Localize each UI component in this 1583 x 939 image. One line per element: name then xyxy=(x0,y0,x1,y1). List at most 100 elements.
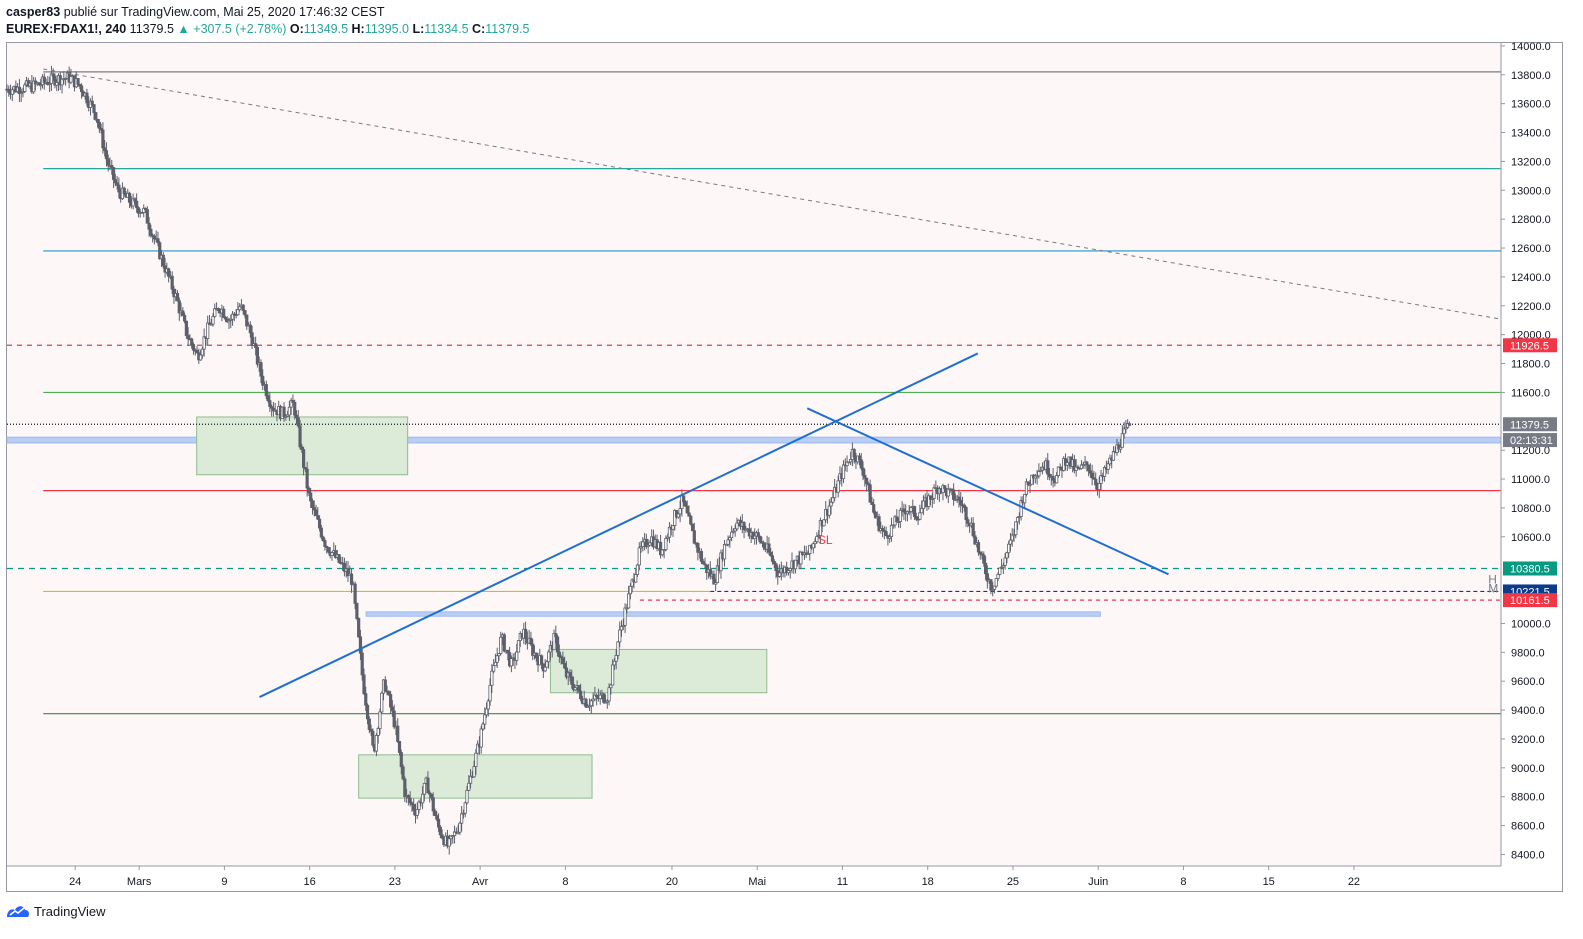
candle-body xyxy=(705,564,709,574)
candle-body xyxy=(207,322,212,325)
candle-body xyxy=(408,797,412,804)
candle-body xyxy=(946,488,950,497)
candle-body xyxy=(822,519,826,527)
candle-body xyxy=(637,547,641,566)
candle-body xyxy=(928,495,933,500)
candle-body xyxy=(367,718,371,730)
candle-body xyxy=(619,626,624,631)
candle-body xyxy=(325,546,329,548)
candle-body xyxy=(872,504,876,513)
candle-body xyxy=(198,354,203,361)
candle-body xyxy=(953,498,958,501)
candle-body xyxy=(555,636,560,653)
candle-body xyxy=(183,315,187,322)
candle-body xyxy=(611,664,615,686)
candle-body xyxy=(992,585,997,590)
candle-body xyxy=(699,551,704,562)
price-tag-5 xyxy=(1503,593,1557,608)
candle-body xyxy=(456,831,460,834)
candle-body xyxy=(836,480,840,493)
candle-body xyxy=(261,375,265,386)
candle-body xyxy=(90,100,94,106)
candle-body xyxy=(206,322,210,339)
candle-body xyxy=(284,415,288,418)
candle-body xyxy=(184,320,188,336)
candle-body xyxy=(724,543,728,546)
candle-body xyxy=(708,569,712,577)
candle-body xyxy=(229,318,233,321)
candle-body xyxy=(92,104,96,113)
candle-body xyxy=(1063,458,1068,466)
candle-body xyxy=(106,158,110,166)
candle-body xyxy=(559,656,563,659)
candle-body xyxy=(142,207,146,213)
candle-body xyxy=(644,538,648,548)
candle-body xyxy=(673,510,677,527)
price-tick-label: 9600.0 xyxy=(1511,676,1545,688)
candle-body xyxy=(406,795,410,799)
candle-body xyxy=(355,602,359,619)
candle-body xyxy=(962,504,966,508)
time-tick-label: Mars xyxy=(127,876,152,888)
candle-body xyxy=(1019,500,1023,517)
price-tick-label: 10600.0 xyxy=(1511,532,1551,544)
candle-body xyxy=(841,464,846,480)
candle-body xyxy=(254,343,258,348)
candle-body xyxy=(195,349,199,354)
candle-body xyxy=(849,459,853,463)
candle-body xyxy=(543,666,547,672)
candle-body xyxy=(360,652,364,676)
time-tick-label: 8 xyxy=(1180,876,1186,888)
candle-body xyxy=(211,315,215,325)
candle-body xyxy=(1028,483,1032,486)
candle-body xyxy=(998,567,1002,575)
candle-body xyxy=(912,506,917,517)
candle-body xyxy=(646,544,650,548)
candle-body xyxy=(598,694,602,700)
candle-body xyxy=(95,118,100,123)
trendline-0 xyxy=(259,352,979,698)
candle-body xyxy=(1051,475,1055,481)
candle-body xyxy=(703,563,707,566)
candle-body xyxy=(131,198,135,207)
candle-body xyxy=(23,84,27,92)
candle-body xyxy=(37,82,41,86)
candle-body xyxy=(374,735,379,752)
price-tag-3 xyxy=(1503,561,1557,576)
candle-body xyxy=(17,86,22,95)
candle-body xyxy=(621,624,625,627)
candle-body xyxy=(213,308,217,317)
candle-body xyxy=(110,164,114,168)
candle-body xyxy=(200,348,204,356)
candle-body xyxy=(756,532,760,537)
author-name[interactable]: casper83 xyxy=(6,5,61,19)
candle-body xyxy=(627,593,631,609)
candle-body xyxy=(172,288,176,298)
candle-body xyxy=(136,207,141,214)
high-label: H: xyxy=(351,22,365,36)
candle-body xyxy=(1108,457,1112,465)
time-tick-label: 15 xyxy=(1263,876,1275,888)
candle-body xyxy=(337,554,341,563)
candle-body xyxy=(813,541,817,545)
candle-body xyxy=(777,572,782,577)
demand-box-1 xyxy=(549,648,768,694)
candle-body xyxy=(866,483,870,486)
price-tag-1 xyxy=(1503,417,1557,432)
candle-body xyxy=(719,552,723,572)
candle-body xyxy=(300,446,304,450)
candle-body xyxy=(259,362,263,377)
candle-body xyxy=(570,676,574,685)
candle-body xyxy=(64,78,68,80)
price-tick-label: 11800.0 xyxy=(1511,359,1550,371)
candle-body xyxy=(909,507,913,512)
tradingview-brand[interactable]: TradingView xyxy=(34,903,106,919)
candle-body xyxy=(230,313,235,320)
candle-body xyxy=(392,710,396,728)
candle-body xyxy=(1072,459,1076,471)
candle-body xyxy=(516,640,521,653)
price-tag-0 xyxy=(1503,338,1557,353)
candle-body xyxy=(250,332,254,346)
candle-body xyxy=(728,537,732,541)
